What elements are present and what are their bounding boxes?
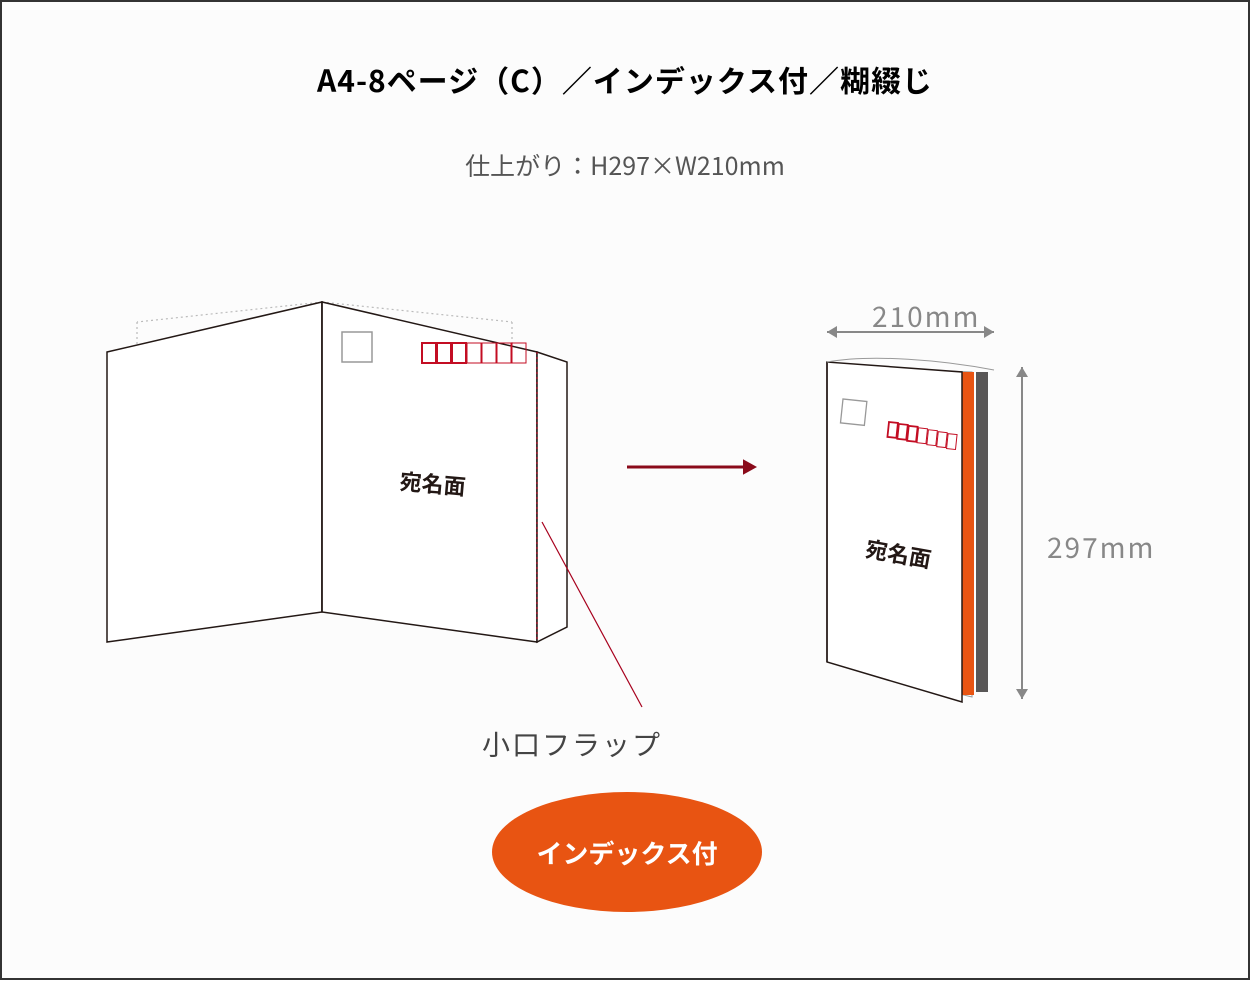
- index-badge: インデックス付: [492, 792, 762, 912]
- diagram-frame: A4-8ページ（C）／インデックス付／糊綴じ 仕上がり：H297×W210mm …: [0, 0, 1250, 980]
- dimension-width-label: 210mm: [872, 296, 980, 336]
- index-badge-text: インデックス付: [536, 834, 717, 871]
- dimension-height-label: 297mm: [1047, 527, 1155, 567]
- flap-callout-label: 小口フラップ: [482, 724, 662, 764]
- svg-text:宛名面: 宛名面: [399, 464, 468, 502]
